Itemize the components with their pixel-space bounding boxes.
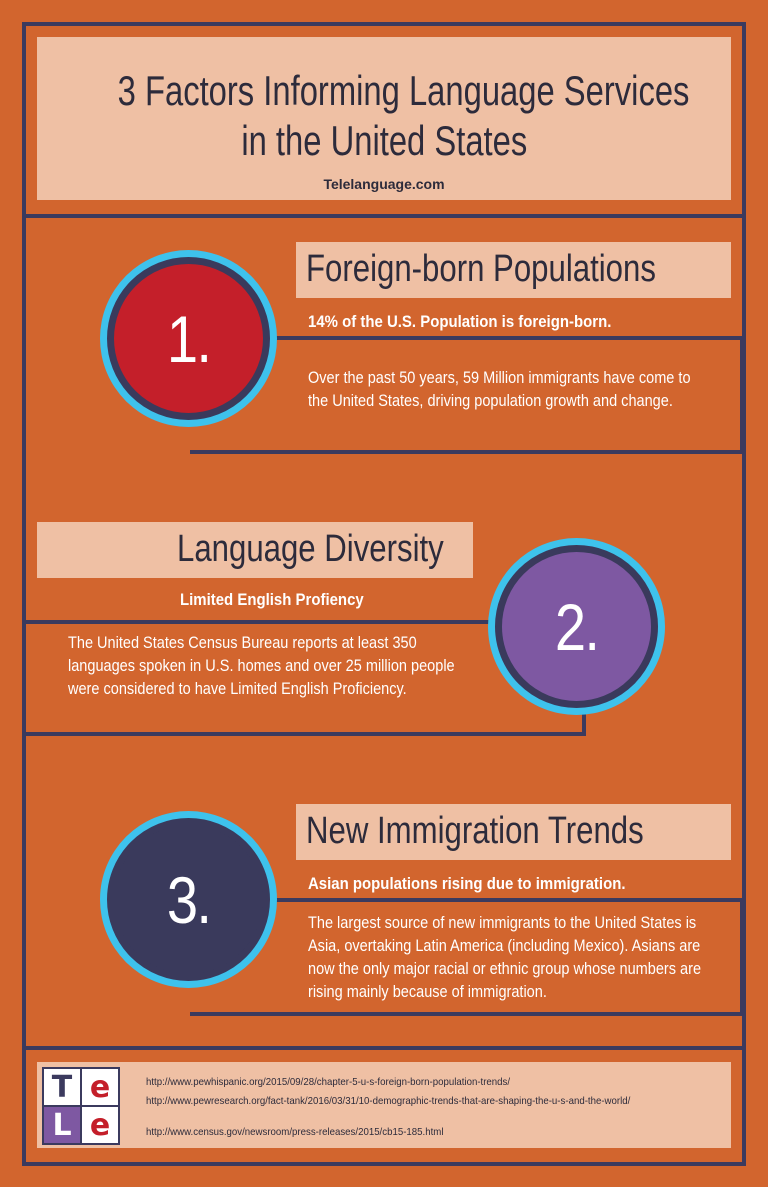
source-link-2[interactable]: http://www.pewresearch.org/fact-tank/201…: [146, 1095, 631, 1107]
page-title: 3 Factors Informing Language Services in…: [37, 66, 731, 166]
footer-divider: [22, 1046, 746, 1050]
section-1-body: Over the past 50 years, 59 Million immig…: [308, 369, 691, 410]
section-2-body: The United States Census Bureau reports …: [68, 634, 455, 698]
section-2-line-top: [22, 620, 492, 624]
logo-cell-e-top: e: [82, 1069, 118, 1105]
section-3-line-bottom: [190, 1012, 746, 1016]
site-name: Telelanguage.com: [323, 176, 445, 192]
source-link-1[interactable]: http://www.pewhispanic.org/2015/09/28/ch…: [146, 1076, 511, 1088]
section-2-line-bottom: [22, 732, 586, 736]
section-3-line-right: [740, 898, 744, 1016]
section-3-highlight: Asian populations rising due to immigrat…: [308, 874, 626, 893]
logo: T e L e: [42, 1067, 120, 1145]
section-2-number: 2.: [554, 589, 600, 664]
section-2-title-panel: [37, 522, 473, 578]
section-1-line-bottom: [190, 450, 746, 454]
logo-cell-l: L: [44, 1107, 80, 1143]
section-3-number-circle: 3.: [107, 818, 270, 981]
section-3-number: 3.: [166, 862, 212, 937]
page-title-line-2: in the United States: [241, 117, 527, 164]
section-3-line-top: [190, 898, 746, 902]
section-3-title-panel: [296, 804, 731, 860]
outer-frame: [22, 22, 746, 1166]
header-panel: [37, 37, 731, 200]
section-1-number: 1.: [166, 301, 212, 376]
section-1-highlight: 14% of the U.S. Population is foreign-bo…: [308, 312, 612, 331]
logo-cell-e-bottom: e: [82, 1107, 118, 1143]
section-3-title: New Immigration Trends: [306, 810, 644, 852]
section-1-line-right: [740, 336, 744, 454]
section-2-highlight: Limited English Profiency: [180, 590, 364, 609]
section-1-title: Foreign-born Populations: [306, 248, 656, 290]
section-1-title-panel: [296, 242, 731, 298]
section-2-line-right: [582, 690, 586, 736]
footer-panel: [37, 1062, 731, 1148]
logo-cell-t: T: [44, 1069, 80, 1105]
source-link-3[interactable]: http://www.census.gov/newsroom/press-rel…: [146, 1126, 444, 1138]
section-2-number-circle: 2.: [495, 545, 658, 708]
page-title-line-1: 3 Factors Informing Language Services: [117, 67, 690, 114]
section-3-body: The largest source of new immigrants to …: [308, 914, 702, 1001]
section-1-number-circle: 1.: [107, 257, 270, 420]
section-1-line-top: [190, 336, 746, 340]
section-2-title: Language Diversity: [177, 528, 444, 570]
header-divider: [22, 214, 746, 218]
